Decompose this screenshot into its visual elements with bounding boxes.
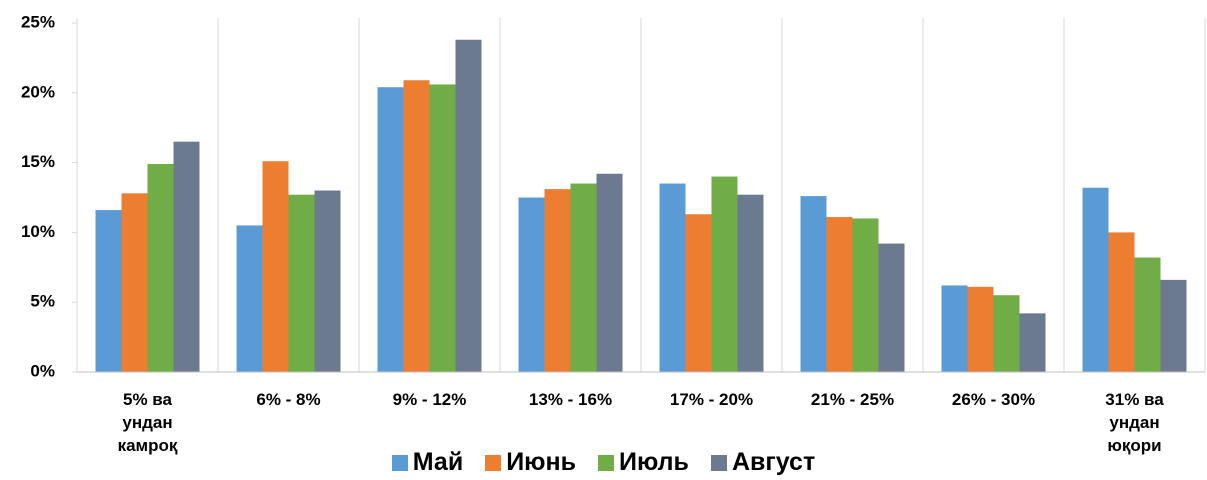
bar: [852, 218, 879, 372]
bar: [878, 243, 905, 372]
bar: [659, 183, 686, 372]
bar: [314, 190, 341, 372]
legend-item: Июль: [597, 448, 689, 477]
bar: [455, 39, 482, 372]
x-tick-label: 31% ва ундан юқори: [1105, 390, 1164, 455]
x-tick-label: 17% - 20%: [669, 390, 754, 409]
bar: [1019, 313, 1046, 372]
bar: [147, 163, 174, 372]
y-tick-label: 15%: [21, 152, 55, 171]
bar: [993, 295, 1020, 372]
y-tick-label: 5%: [30, 292, 55, 311]
legend: Май Июнь Июль Август: [0, 448, 1207, 477]
bar: [1134, 257, 1161, 372]
bar: [711, 176, 738, 372]
x-tick-label: 5% ва ундан камроқ: [117, 390, 178, 455]
bar: [596, 173, 623, 372]
legend-swatch: [710, 454, 727, 471]
bar: [570, 183, 597, 372]
bar: [1108, 232, 1135, 372]
x-tick-label: 13% - 16%: [528, 390, 613, 409]
bar: [236, 225, 263, 372]
bar: [544, 189, 571, 372]
bar: [800, 196, 827, 372]
bar: [377, 87, 404, 372]
legend-label: Июнь: [506, 448, 576, 476]
bar: [518, 197, 545, 372]
bar: [95, 210, 122, 372]
y-tick-label: 25%: [21, 12, 55, 31]
bar: [941, 285, 968, 372]
legend-label: Август: [731, 448, 816, 476]
legend-item: Июнь: [485, 448, 576, 477]
legend-label: Июль: [618, 448, 689, 476]
bar: [967, 286, 994, 372]
bar: [737, 194, 764, 372]
legend-swatch: [597, 454, 614, 471]
y-tick-label: 20%: [21, 82, 55, 101]
x-tick-label: 21% - 25%: [810, 390, 895, 409]
bar: [826, 217, 853, 372]
bar: [685, 214, 712, 372]
legend-swatch: [391, 454, 408, 471]
bar: [173, 141, 200, 372]
legend-item: Май: [391, 448, 464, 477]
legend-item: Август: [710, 448, 816, 477]
x-tick-label: 6% - 8%: [256, 390, 321, 409]
bar: [1160, 279, 1187, 372]
legend-swatch: [485, 454, 502, 471]
bar: [288, 194, 315, 372]
bar: [403, 80, 430, 373]
bar: [429, 84, 456, 372]
legend-label: Май: [412, 448, 464, 476]
x-tick-label: 9% - 12%: [392, 390, 467, 409]
y-tick-label: 0%: [30, 361, 55, 380]
x-tick-label: 26% - 30%: [951, 390, 1036, 409]
bar: [1082, 187, 1109, 372]
y-tick-label: 10%: [21, 222, 55, 241]
bar: [121, 193, 148, 372]
bar: [262, 161, 289, 372]
